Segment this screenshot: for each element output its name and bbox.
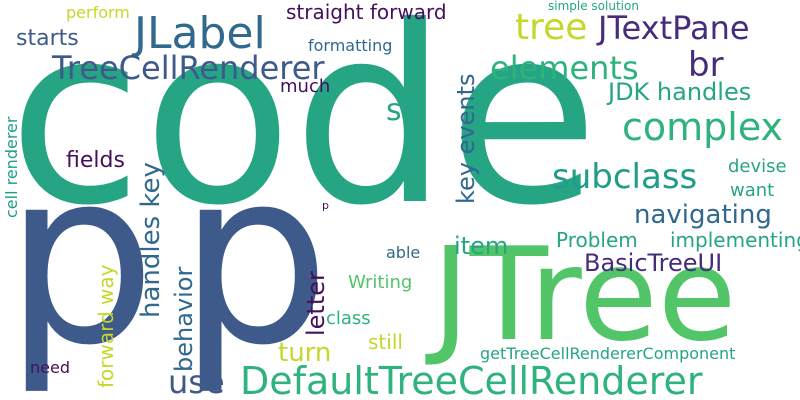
word-complex: complex xyxy=(622,105,784,149)
word-tree: tree xyxy=(515,7,588,48)
word-p-big-2: p xyxy=(178,118,331,398)
word-elements: elements xyxy=(490,49,639,87)
word-devise: devise xyxy=(728,156,787,177)
word-item: item xyxy=(454,232,509,260)
word-p-big-1: p xyxy=(4,118,157,398)
word-use: use xyxy=(168,363,225,400)
word-problem: Problem xyxy=(556,228,638,252)
word-behavior: behavior xyxy=(170,266,198,372)
word-fields: fields xyxy=(66,148,125,173)
word-turn: turn xyxy=(278,338,332,368)
word-jtextpane: JTextPane xyxy=(598,9,750,47)
word-starts: starts xyxy=(16,26,79,51)
word-get-tree-cell-renderer-component: getTreeCellRendererComponent xyxy=(480,344,736,363)
word-jlabel: JLabel xyxy=(134,8,266,59)
word-simple-solution: simple solution xyxy=(548,0,639,13)
word-formatting: formatting xyxy=(308,36,393,55)
word-cell-renderer: cell renderer xyxy=(2,116,21,218)
word-straight-forward: straight forward xyxy=(286,0,447,24)
word-class: class xyxy=(326,308,371,329)
word-need: need xyxy=(30,358,70,377)
word-much: much xyxy=(280,76,331,97)
word-br: br xyxy=(688,45,724,85)
word-perform: perform xyxy=(66,3,130,22)
word-handles-key: handles key xyxy=(136,162,166,318)
word-s: s xyxy=(386,93,402,128)
word-jtree: JTree xyxy=(432,221,737,370)
word-letter: letter xyxy=(302,271,330,336)
word-basic-tree-ui: BasicTreeUI xyxy=(584,249,723,277)
word-jdk-handles: JDK handles xyxy=(608,78,752,106)
word-forward-way: forward way xyxy=(94,264,118,389)
word-code: code xyxy=(8,0,599,259)
word-implementing: implementing xyxy=(670,228,800,252)
word-tree-cell-renderer: TreeCellRenderer xyxy=(52,49,325,87)
word-key-events: key events xyxy=(452,73,480,205)
word-still: still xyxy=(368,330,403,354)
word-navigating: navigating xyxy=(634,200,772,230)
word-p-small: p xyxy=(322,199,329,212)
word-able: able xyxy=(386,243,421,262)
word-writing: Writing xyxy=(348,272,413,293)
word-want: want xyxy=(730,180,775,201)
word-subclass: subclass xyxy=(552,157,698,197)
word-default-tree-cell-renderer: DefaultTreeCellRenderer xyxy=(240,359,703,400)
